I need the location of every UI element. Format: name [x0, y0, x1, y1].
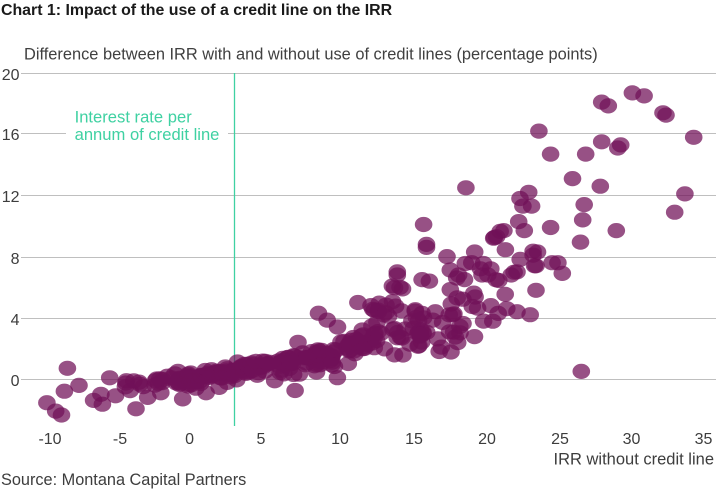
svg-text:Source: Montana Capital Partne: Source: Montana Capital Partners	[1, 471, 246, 489]
svg-text:IRR without credit line: IRR without credit line	[554, 451, 714, 469]
svg-text:10: 10	[331, 431, 349, 448]
svg-text:15: 15	[405, 431, 423, 448]
svg-text:4: 4	[11, 312, 20, 329]
svg-text:5: 5	[257, 431, 266, 448]
svg-text:35: 35	[695, 431, 713, 448]
svg-text:30: 30	[623, 431, 641, 448]
svg-text:0: 0	[185, 431, 194, 448]
svg-text:-5: -5	[113, 431, 127, 448]
svg-text:25: 25	[551, 431, 569, 448]
svg-text:Interest rate per: Interest rate per	[75, 108, 193, 127]
svg-text:20: 20	[478, 431, 496, 448]
svg-text:12: 12	[2, 189, 20, 206]
svg-text:Difference between IRR with an: Difference between IRR with and without …	[24, 46, 598, 64]
svg-text:Chart 1: Impact of the use of: Chart 1: Impact of the use of a credit l…	[1, 2, 393, 19]
svg-text:8: 8	[11, 251, 20, 268]
svg-text:0: 0	[11, 373, 20, 390]
svg-text:20: 20	[2, 67, 20, 84]
svg-text:-10: -10	[38, 431, 61, 448]
svg-text:16: 16	[2, 127, 20, 144]
svg-text:annum of credit line: annum of credit line	[75, 125, 220, 144]
